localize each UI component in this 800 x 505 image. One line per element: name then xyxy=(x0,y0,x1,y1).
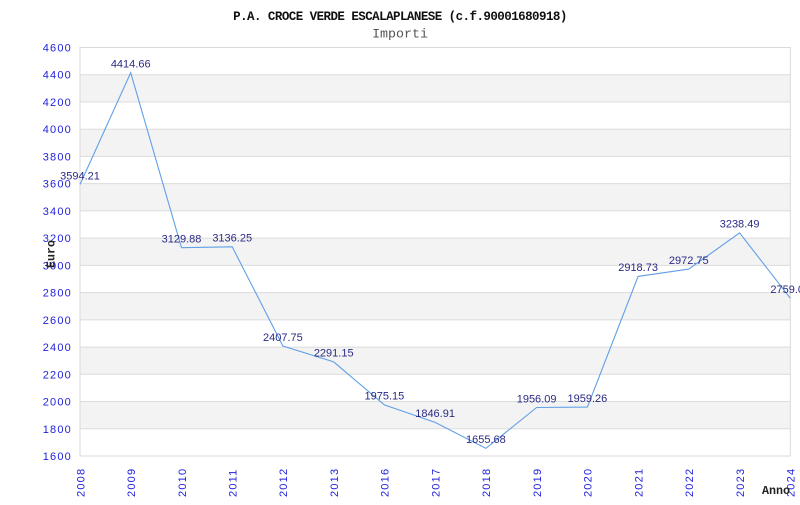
svg-text:2009: 2009 xyxy=(126,468,138,497)
svg-text:2021: 2021 xyxy=(633,468,645,497)
svg-text:2020: 2020 xyxy=(583,468,595,497)
svg-text:3238.49: 3238.49 xyxy=(720,219,760,231)
svg-text:2400: 2400 xyxy=(43,342,72,354)
svg-text:1956.09: 1956.09 xyxy=(517,393,557,405)
svg-text:3400: 3400 xyxy=(43,206,72,218)
svg-text:2018: 2018 xyxy=(481,468,493,497)
svg-text:Importi: Importi xyxy=(372,27,428,42)
svg-text:2024: 2024 xyxy=(786,468,798,497)
svg-text:3200: 3200 xyxy=(43,233,72,245)
svg-text:3000: 3000 xyxy=(43,260,72,272)
svg-text:4000: 4000 xyxy=(43,124,72,136)
svg-text:1846.91: 1846.91 xyxy=(415,408,455,420)
svg-text:3600: 3600 xyxy=(43,179,72,191)
svg-text:3129.88: 3129.88 xyxy=(162,234,202,246)
svg-text:2016: 2016 xyxy=(380,468,392,497)
svg-text:3800: 3800 xyxy=(43,151,72,163)
svg-text:2017: 2017 xyxy=(430,468,442,497)
svg-text:2012: 2012 xyxy=(278,468,290,497)
svg-text:P.A. CROCE VERDE ESCALAPLANESE: P.A. CROCE VERDE ESCALAPLANESE (c.f.9000… xyxy=(233,10,567,24)
svg-text:3136.25: 3136.25 xyxy=(212,233,252,245)
svg-text:3594.21: 3594.21 xyxy=(60,170,100,182)
svg-text:1655.68: 1655.68 xyxy=(466,434,506,446)
svg-text:2800: 2800 xyxy=(43,288,72,300)
svg-text:2759.07: 2759.07 xyxy=(770,284,800,296)
svg-text:2918.73: 2918.73 xyxy=(618,262,658,274)
svg-text:2000: 2000 xyxy=(43,397,72,409)
svg-text:1959.26: 1959.26 xyxy=(568,393,608,405)
svg-text:2010: 2010 xyxy=(177,468,189,497)
svg-text:1975.15: 1975.15 xyxy=(365,391,405,403)
svg-text:4600: 4600 xyxy=(43,43,72,55)
svg-text:1800: 1800 xyxy=(43,424,72,436)
svg-text:2407.75: 2407.75 xyxy=(263,332,303,344)
svg-text:2023: 2023 xyxy=(735,468,747,497)
svg-text:4414.66: 4414.66 xyxy=(111,59,151,71)
svg-text:2291.15: 2291.15 xyxy=(314,348,354,360)
svg-text:2008: 2008 xyxy=(75,468,87,497)
svg-text:4400: 4400 xyxy=(43,70,72,82)
svg-text:1600: 1600 xyxy=(43,451,72,463)
svg-text:2019: 2019 xyxy=(532,468,544,497)
svg-text:2600: 2600 xyxy=(43,315,72,327)
svg-text:2022: 2022 xyxy=(684,468,696,497)
svg-text:4200: 4200 xyxy=(43,97,72,109)
svg-text:2013: 2013 xyxy=(329,468,341,497)
svg-text:2972.75: 2972.75 xyxy=(669,255,709,267)
svg-text:2200: 2200 xyxy=(43,369,72,381)
svg-text:2011: 2011 xyxy=(228,469,240,497)
svg-text:Euro: Euro xyxy=(45,240,59,268)
svg-text:Anno: Anno xyxy=(762,484,790,498)
